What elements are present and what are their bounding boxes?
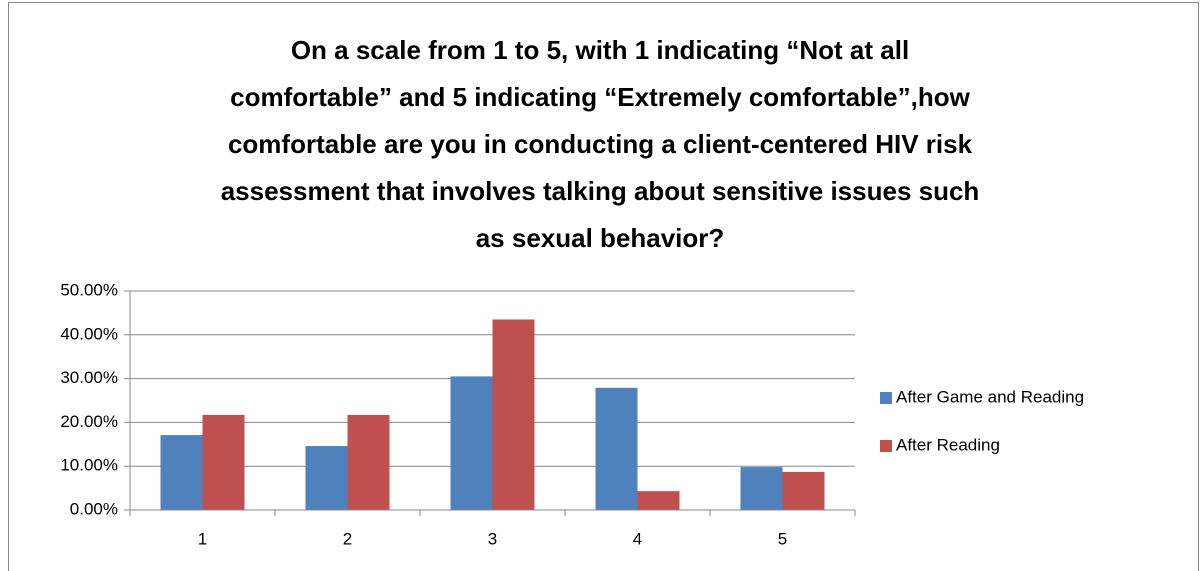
x-tick-label: 3 <box>488 529 497 548</box>
chart-title: comfortable” and 5 indicating “Extremely… <box>230 82 970 112</box>
bar <box>202 414 245 510</box>
legend-label: After Game and Reading <box>896 387 1084 406</box>
bar <box>450 376 493 510</box>
legend-swatch <box>880 440 892 452</box>
bar <box>740 467 783 510</box>
chart-title: assessment that involves talking about s… <box>221 176 980 206</box>
y-tick-label: 30.00% <box>60 368 118 387</box>
x-tick-label: 2 <box>343 529 352 548</box>
y-tick-label: 10.00% <box>60 456 118 475</box>
bar <box>637 491 680 510</box>
legend-swatch <box>880 392 892 404</box>
bar <box>160 435 203 510</box>
bar <box>305 446 348 510</box>
chart-title: On a scale from 1 to 5, with 1 indicatin… <box>291 35 909 65</box>
bar <box>595 387 638 510</box>
y-tick-label: 50.00% <box>60 280 118 299</box>
x-tick-label: 4 <box>633 529 642 548</box>
legend-label: After Reading <box>896 435 1000 454</box>
y-tick-label: 40.00% <box>60 324 118 343</box>
y-tick-label: 0.00% <box>70 499 118 518</box>
chart-title: as sexual behavior? <box>476 223 725 253</box>
bar <box>782 471 825 510</box>
x-tick-label: 1 <box>198 529 207 548</box>
x-tick-label: 5 <box>778 529 787 548</box>
bar <box>347 414 390 510</box>
y-tick-label: 20.00% <box>60 412 118 431</box>
chart-title: comfortable are you in conducting a clie… <box>228 129 973 159</box>
bar <box>492 319 535 510</box>
